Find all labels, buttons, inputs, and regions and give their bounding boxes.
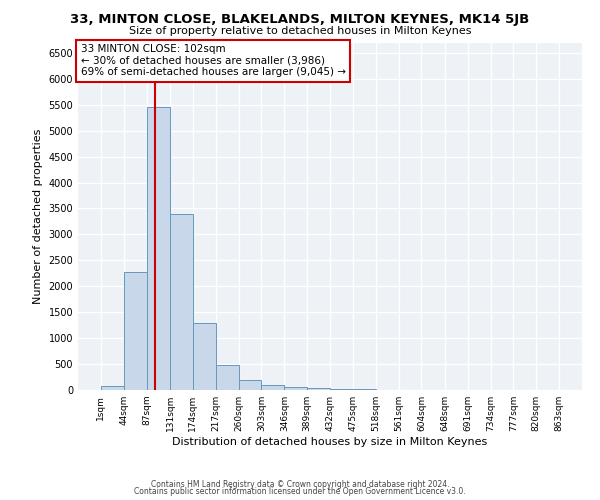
X-axis label: Distribution of detached houses by size in Milton Keynes: Distribution of detached houses by size … — [172, 437, 488, 447]
Bar — [146, 108, 170, 390]
Bar — [307, 388, 330, 390]
Text: 33, MINTON CLOSE, BLAKELANDS, MILTON KEYNES, MK14 5JB: 33, MINTON CLOSE, BLAKELANDS, MILTON KEY… — [70, 12, 530, 26]
Bar — [262, 385, 284, 390]
Bar — [330, 389, 353, 390]
Text: Contains public sector information licensed under the Open Government Licence v3: Contains public sector information licen… — [134, 487, 466, 496]
Y-axis label: Number of detached properties: Number of detached properties — [33, 128, 43, 304]
Text: 33 MINTON CLOSE: 102sqm
← 30% of detached houses are smaller (3,986)
69% of semi: 33 MINTON CLOSE: 102sqm ← 30% of detache… — [80, 44, 346, 78]
Bar — [216, 364, 239, 390]
Text: Contains HM Land Registry data © Crown copyright and database right 2024.: Contains HM Land Registry data © Crown c… — [151, 480, 449, 489]
Bar — [284, 387, 307, 390]
Bar — [170, 214, 193, 390]
Bar — [239, 380, 262, 390]
Text: Size of property relative to detached houses in Milton Keynes: Size of property relative to detached ho… — [129, 26, 471, 36]
Bar — [124, 272, 146, 390]
Bar — [101, 386, 124, 390]
Bar — [193, 322, 216, 390]
